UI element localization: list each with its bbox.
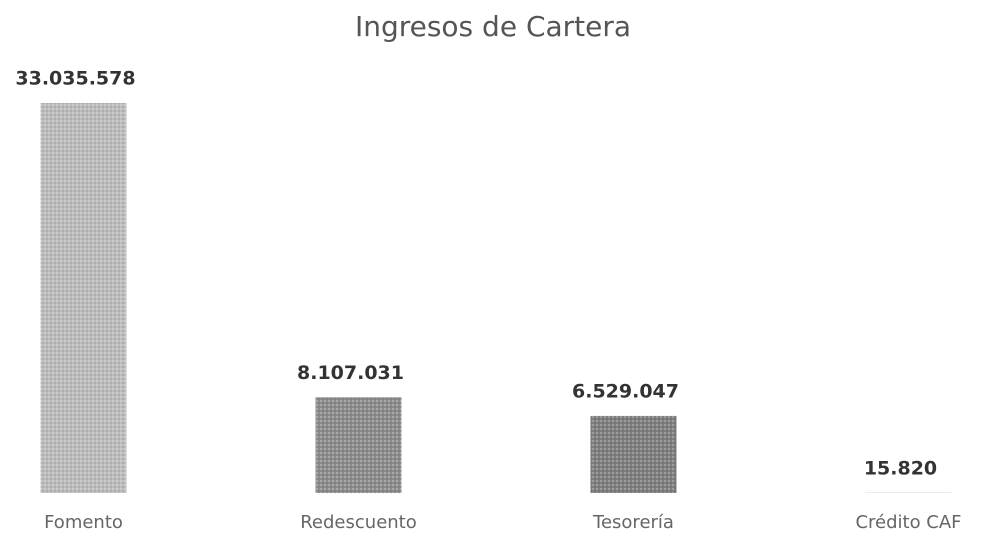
x-tick-label: Redescuento — [300, 512, 417, 533]
x-tick-label: Crédito CAF — [855, 512, 961, 533]
value-label: 33.035.578 — [15, 68, 135, 90]
bar-texture — [40, 103, 127, 493]
x-tick-label: Tesorería — [592, 512, 674, 533]
value-label: 15.820 — [864, 457, 937, 479]
value-label: 6.529.047 — [572, 380, 679, 402]
x-tick-label: Fomento — [44, 512, 123, 533]
value-label: 8.107.031 — [297, 362, 404, 384]
bar-texture — [590, 415, 677, 493]
bar-texture — [315, 397, 402, 493]
chart-title: Ingresos de Cartera — [355, 10, 631, 43]
